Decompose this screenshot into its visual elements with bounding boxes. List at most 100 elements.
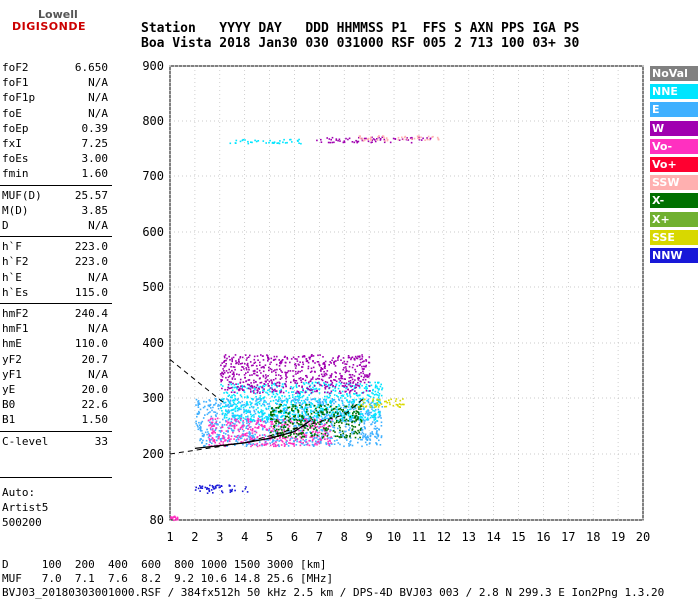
echo-point — [420, 136, 422, 139]
echo-point — [288, 406, 291, 409]
echo-point — [269, 444, 272, 447]
echo-point — [358, 408, 360, 410]
echo-point — [268, 388, 271, 391]
echo-point — [233, 415, 235, 418]
echo-point — [217, 435, 219, 438]
echo-point — [343, 360, 346, 363]
echo-point — [344, 378, 346, 380]
echo-point — [279, 362, 282, 365]
echo-point — [242, 441, 244, 443]
echo-point — [247, 365, 249, 367]
echo-point — [333, 141, 335, 144]
echo-point — [268, 403, 271, 405]
echo-point — [324, 432, 327, 435]
echo-point — [314, 362, 316, 364]
echo-point — [207, 419, 210, 422]
echo-point — [290, 403, 293, 406]
echo-point — [236, 399, 239, 401]
echo-point — [212, 432, 214, 435]
echo-point — [257, 390, 259, 392]
echo-point — [380, 421, 383, 424]
echo-point — [372, 416, 375, 419]
echo-point — [323, 424, 325, 427]
echo-point — [278, 142, 281, 145]
echo-point — [276, 142, 278, 144]
echo-point — [252, 435, 254, 438]
echo-point — [196, 424, 199, 427]
echo-point — [330, 362, 332, 364]
echo-point — [355, 410, 358, 412]
echo-point — [304, 436, 307, 438]
echo-point — [292, 430, 295, 432]
echo-point — [345, 390, 347, 393]
echo-point — [282, 391, 285, 394]
echo-point — [353, 417, 356, 419]
echo-point — [243, 390, 245, 392]
echo-point — [346, 386, 348, 389]
echo-point — [274, 443, 277, 446]
echo-point — [291, 394, 294, 396]
echo-point — [304, 421, 307, 423]
echo-point — [362, 379, 364, 381]
echo-point — [316, 400, 319, 402]
echo-point — [323, 408, 326, 411]
echo-point — [410, 141, 413, 144]
echo-point — [204, 486, 207, 489]
echo-point — [384, 405, 386, 408]
echo-point — [282, 437, 284, 439]
echo-point — [258, 444, 261, 447]
echo-point — [339, 418, 342, 420]
echo-point — [351, 424, 353, 427]
echo-point — [255, 444, 258, 447]
echo-point — [377, 396, 380, 399]
param-value: N/A — [88, 270, 108, 284]
echo-point — [268, 366, 270, 369]
echo-point — [225, 363, 227, 365]
echo-point — [301, 411, 303, 413]
echo-point — [296, 438, 299, 440]
echo-point — [280, 444, 283, 446]
echo-point — [229, 399, 232, 402]
echo-point — [236, 373, 238, 375]
echo-point — [201, 442, 203, 444]
echo-point — [322, 356, 324, 358]
echo-point — [197, 428, 200, 431]
echo-point — [241, 490, 244, 493]
echo-point — [245, 445, 248, 447]
echo-point — [223, 405, 226, 408]
echo-point — [256, 368, 259, 370]
echo-point — [231, 373, 234, 375]
echo-point — [250, 384, 253, 387]
echo-point — [309, 440, 312, 442]
echo-point — [283, 428, 285, 431]
echo-point — [204, 414, 206, 416]
echo-point — [264, 440, 267, 443]
echo-point — [371, 408, 373, 410]
echo-point — [265, 408, 268, 411]
echo-point — [261, 434, 264, 436]
echo-point — [277, 423, 280, 426]
echo-point — [258, 415, 260, 417]
echo-point — [348, 412, 351, 414]
echo-point — [276, 368, 278, 371]
echo-point — [208, 444, 210, 446]
echo-point — [342, 433, 344, 435]
echo-point — [310, 432, 313, 434]
param-label: B1 — [2, 413, 16, 427]
echo-point — [339, 412, 342, 414]
echo-point — [344, 419, 346, 422]
echo-point — [364, 441, 367, 444]
echo-point — [256, 427, 258, 429]
echo-point — [301, 391, 304, 394]
echo-point — [289, 418, 292, 420]
echo-point — [239, 356, 242, 358]
echo-point — [250, 391, 252, 393]
echo-point — [310, 402, 312, 404]
echo-point — [275, 420, 278, 422]
echo-point — [275, 402, 277, 404]
echo-point — [253, 411, 256, 413]
echo-point — [274, 395, 277, 398]
echo-point — [271, 418, 274, 421]
echo-point — [293, 424, 296, 427]
echo-point — [257, 374, 259, 377]
